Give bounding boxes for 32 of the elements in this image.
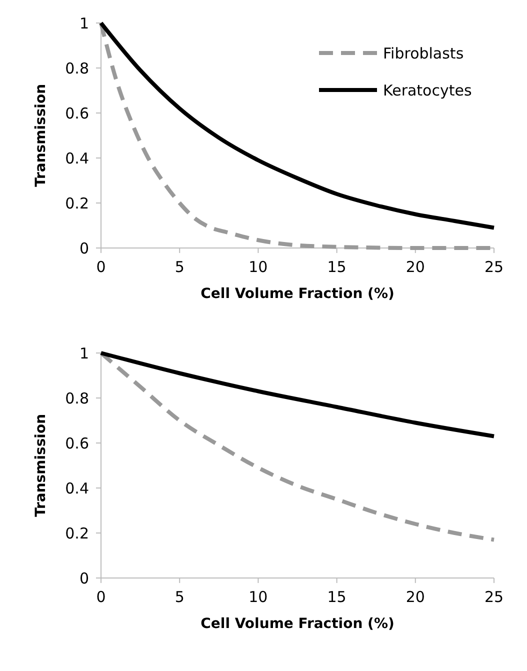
- x-tick-label: 15: [327, 588, 346, 606]
- x-tick-label: 5: [174, 258, 184, 276]
- x-axis-title: Cell Volume Fraction (%): [200, 286, 394, 302]
- y-axis-title: Transmission: [33, 414, 49, 518]
- y-tick-label: 0.2: [65, 194, 89, 212]
- y-tick-label: 0: [79, 239, 89, 258]
- y-axis-title: Transmission: [33, 84, 49, 188]
- y-tick-label: 0.2: [65, 524, 89, 542]
- x-tick-label: 10: [248, 258, 268, 276]
- x-tick-label: 0: [96, 588, 106, 606]
- x-tick-label: 10: [248, 588, 268, 606]
- y-tick-label: 0.6: [65, 104, 89, 122]
- line-series: [99, 351, 496, 438]
- x-tick-label: 20: [406, 588, 425, 606]
- x-tick-label: 20: [406, 258, 425, 276]
- y-tick-label: 0.8: [65, 389, 89, 408]
- x-tick-label: 15: [327, 258, 346, 276]
- y-tick-label: 0: [79, 569, 89, 588]
- y-tick-label: 0.4: [65, 149, 89, 168]
- y-tick-label: 0.8: [65, 59, 89, 78]
- legend-label: Keratocytes: [383, 81, 472, 100]
- y-tick-label: 0.6: [65, 434, 89, 452]
- line-series: [99, 351, 496, 542]
- x-tick-label: 25: [484, 588, 504, 606]
- y-tick-label: 0.4: [65, 479, 89, 498]
- x-tick-label: 5: [174, 588, 184, 606]
- y-tick-label: 1: [79, 14, 89, 32]
- x-tick-label: 0: [96, 258, 106, 276]
- legend-label: Fibroblasts: [383, 44, 464, 62]
- y-tick-label: 1: [79, 344, 89, 362]
- x-tick-label: 25: [484, 258, 504, 276]
- x-axis-title: Cell Volume Fraction (%): [200, 616, 394, 632]
